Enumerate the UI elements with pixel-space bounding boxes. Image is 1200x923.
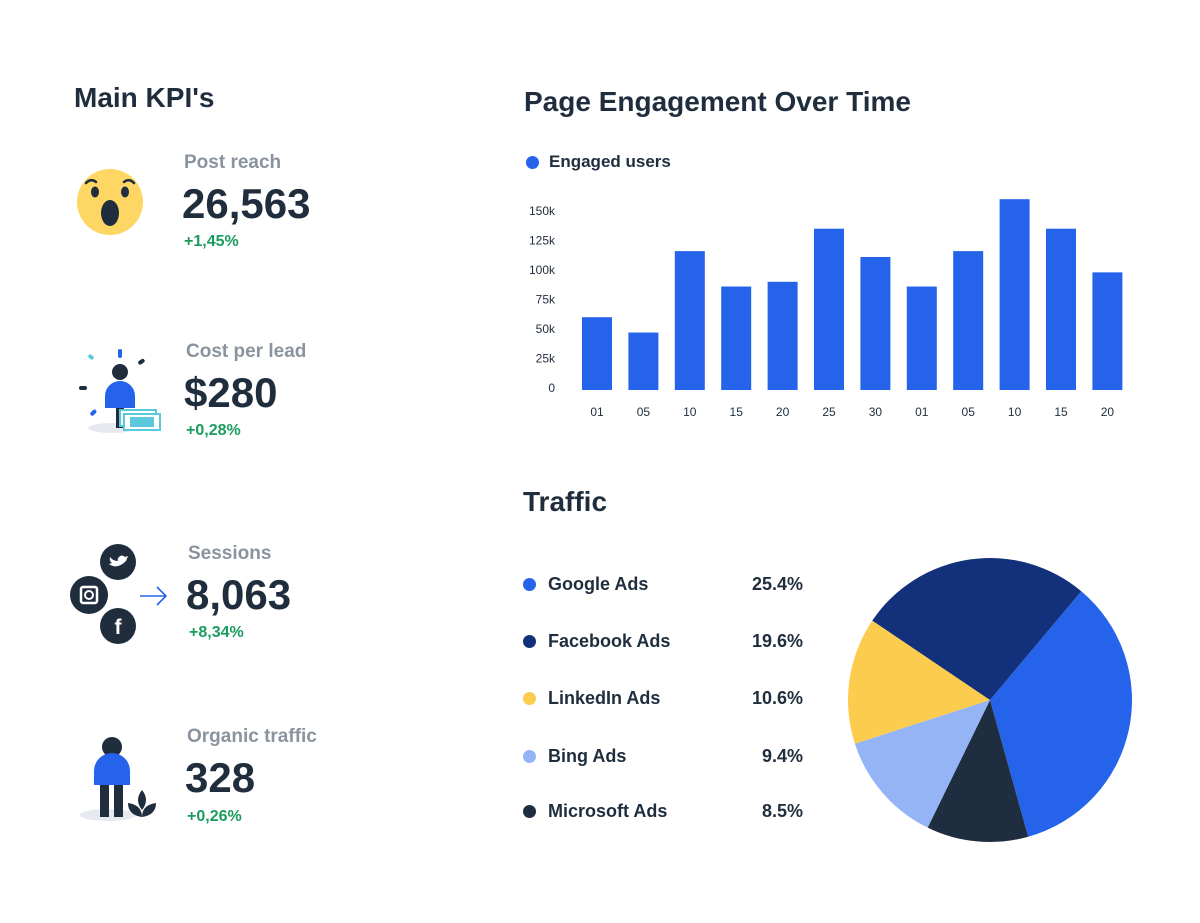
- kpi-delta: +0,26%: [187, 808, 242, 825]
- pie-slice: [927, 700, 1029, 842]
- instagram-icon: [70, 576, 108, 614]
- legend-swatch: [523, 692, 536, 705]
- x-tick-label: 30: [869, 405, 883, 419]
- legend-swatch: [526, 155, 539, 169]
- svg-text:f: f: [115, 616, 123, 639]
- legend-label: LinkedIn Ads: [548, 688, 661, 708]
- bar: [767, 281, 798, 390]
- bar: [906, 286, 937, 390]
- x-tick-label: 01: [915, 405, 929, 419]
- bar-chart-title: Page Engagement Over Time: [524, 86, 911, 117]
- kpi-value: 8,063: [186, 571, 292, 618]
- bar: [953, 251, 984, 390]
- bar: [674, 251, 705, 390]
- pie-slice: [990, 591, 1132, 837]
- kpi-label: Sessions: [188, 543, 272, 564]
- legend-item: Facebook Ads 19.6%: [523, 631, 803, 652]
- legend-swatch: [523, 750, 536, 763]
- bar: [1046, 228, 1076, 390]
- y-tick-label: 0: [548, 381, 555, 395]
- kpi-delta: +0,28%: [186, 422, 241, 439]
- bar: [814, 228, 844, 390]
- kpi-label: Post reach: [184, 152, 282, 173]
- x-tick-label: 25: [822, 405, 836, 419]
- x-tick-label: 15: [1054, 405, 1068, 419]
- legend-label: Google Ads: [548, 574, 649, 594]
- legend-label: Microsoft Ads: [548, 801, 668, 821]
- y-tick-label: 25k: [536, 352, 556, 366]
- bar: [721, 286, 752, 390]
- facebook-icon: [100, 608, 136, 644]
- legend-value: 19.6%: [751, 631, 803, 651]
- kpi-delta: +1,45%: [184, 233, 239, 250]
- legend-swatch: [523, 635, 536, 648]
- kpi-value: $280: [184, 369, 278, 416]
- surprised-emoji-icon: [77, 169, 143, 235]
- y-tick-label: 100k: [529, 263, 556, 277]
- x-tick-label: 10: [1008, 405, 1022, 419]
- person-plant-icon: [80, 737, 156, 821]
- social-networks-icon: f: [70, 544, 168, 644]
- legend-item: LinkedIn Ads 10.6%: [523, 688, 803, 709]
- x-tick-label: 20: [776, 405, 790, 419]
- legend-swatch: [523, 805, 536, 818]
- bar: [628, 332, 659, 390]
- y-tick-label: 150k: [529, 204, 556, 218]
- x-tick-label: 15: [730, 405, 744, 419]
- legend-item: Google Ads 25.4%: [523, 574, 803, 595]
- legend-value: 8.5%: [761, 801, 803, 821]
- kpi-value: 328: [185, 754, 256, 801]
- pie-chart-title: Traffic: [523, 486, 608, 517]
- kpi-label: Organic traffic: [187, 726, 317, 747]
- bar: [582, 317, 612, 390]
- bar-chart: 0 25k 50k 75k 100k 125k 150k 01 05 10 15 20 25 30 01 05…: [529, 199, 1123, 419]
- pie-chart: [848, 558, 1132, 842]
- person-money-icon: [79, 349, 161, 433]
- x-tick-label: 05: [637, 405, 651, 419]
- x-tick-label: 01: [590, 405, 604, 419]
- x-tick-label: 05: [962, 405, 976, 419]
- bar: [860, 257, 891, 390]
- legend-item: Bing Ads 9.4%: [523, 746, 803, 767]
- legend-swatch: [523, 578, 536, 591]
- legend-value: 10.6%: [751, 688, 803, 708]
- kpi-title: Main KPI's: [74, 82, 215, 113]
- legend-value: 9.4%: [761, 746, 803, 766]
- y-tick-label: 125k: [529, 234, 556, 248]
- pie-slice: [848, 620, 990, 744]
- legend-label: Bing Ads: [548, 746, 627, 766]
- bar-legend: Engaged users: [526, 152, 671, 172]
- x-tick-label: 20: [1101, 405, 1115, 419]
- kpi-value: 26,563: [182, 180, 311, 227]
- legend-item: Microsoft Ads 8.5%: [523, 801, 803, 822]
- kpi-delta: +8,34%: [189, 624, 244, 641]
- kpi-label: Cost per lead: [186, 341, 307, 362]
- legend-label: Engaged users: [549, 152, 671, 171]
- x-tick-label: 10: [683, 405, 697, 419]
- y-tick-label: 50k: [536, 322, 556, 336]
- y-tick-label: 75k: [536, 293, 556, 307]
- bar: [1092, 272, 1123, 390]
- legend-label: Facebook Ads: [548, 631, 671, 651]
- pie-slice: [854, 700, 990, 828]
- legend-value: 25.4%: [751, 574, 803, 594]
- bar: [999, 199, 1030, 390]
- pie-slice: [872, 558, 1082, 700]
- arrow-right-icon: [140, 586, 168, 606]
